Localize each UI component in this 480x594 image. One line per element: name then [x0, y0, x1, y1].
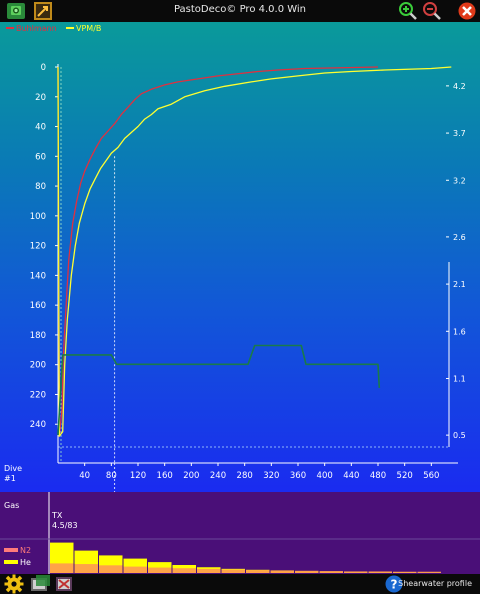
n2-tissue-bar	[319, 571, 343, 573]
legend-label: Buhlmann	[16, 24, 57, 33]
y-tick-label: 220	[30, 390, 46, 400]
x-tick-label: 40	[79, 471, 90, 481]
y-tick-label: 140	[30, 271, 46, 281]
export-icon[interactable]	[33, 1, 53, 21]
dive-number: #1	[4, 474, 16, 483]
y-tick-label: 200	[30, 361, 46, 371]
y2-tick-label: 0.5	[453, 431, 466, 440]
n2-tissue-bar	[344, 571, 368, 573]
gas-panel: N2 He Gas TX 4.5/83	[0, 492, 480, 574]
n2-tissue-bar	[417, 571, 441, 573]
camera-icon[interactable]	[6, 1, 26, 21]
he-legend-label: He	[20, 558, 31, 567]
x-tick-label: 80	[106, 471, 117, 481]
x-tick-label: 560	[423, 471, 439, 481]
n2-tissue-bar	[172, 568, 196, 573]
y-tick-label: 0	[41, 63, 46, 73]
dive-label: Dive	[4, 464, 22, 473]
y-tick-label: 80	[35, 182, 46, 192]
x-tick-label: 400	[317, 471, 333, 481]
y2-tick-label: 3.2	[453, 176, 466, 185]
series-line	[57, 66, 452, 437]
profile-chart-area: Buhlmann VPM/B 0 20 40 60 80 100 120 140 160 180 200…	[0, 22, 480, 492]
gas-mix-value: 4.5/83	[52, 521, 78, 530]
n2-tissue-bar	[221, 569, 245, 573]
dive-profile-chart: Buhlmann VPM/B 0 20 40 60 80 100 120 140 160 180 200…	[4, 24, 466, 492]
n2-tissue-bar	[123, 566, 147, 573]
series-line	[57, 344, 381, 436]
n2-tissue-bar	[246, 570, 270, 573]
y2-tick-label: 3.7	[453, 129, 466, 138]
zoom-in-icon[interactable]	[398, 1, 418, 21]
y-tick-label: 60	[35, 152, 46, 162]
n2-legend-swatch	[4, 548, 18, 552]
y-tick-label: 160	[30, 301, 46, 311]
y-tick-label: 40	[35, 123, 46, 133]
y-tick-label: 240	[30, 420, 46, 430]
settings-gear-icon[interactable]	[4, 574, 24, 594]
y2-tick-label: 1.6	[453, 327, 466, 336]
x-tick-label: 440	[343, 471, 359, 481]
x-tick-label: 240	[210, 471, 226, 481]
y-tick-label: 180	[30, 331, 46, 341]
x-tick-label: 520	[397, 471, 413, 481]
dive-planner-icon[interactable]	[30, 574, 50, 594]
series-line	[57, 66, 379, 437]
title-bar: PastoDeco© Pro 4.0.0 Win	[0, 0, 480, 22]
y-tick-label: 100	[30, 212, 46, 222]
x-tick-label: 160	[157, 471, 173, 481]
n2-tissue-bar	[74, 564, 98, 573]
y-tick-label: 120	[30, 242, 46, 252]
n2-legend-label: N2	[20, 546, 31, 555]
zoom-out-icon[interactable]	[422, 1, 442, 21]
gas-panel-graphics: N2 He	[0, 492, 480, 574]
x-tick-label: 480	[370, 471, 386, 481]
y2-tick-label: 2.6	[453, 233, 466, 242]
bottom-bar: ? Shearwater profile	[0, 574, 480, 594]
n2-tissue-bar	[197, 568, 221, 573]
window-title: PastoDeco© Pro 4.0.0 Win	[173, 4, 307, 15]
x-tick-label: 200	[183, 471, 199, 481]
x-tick-label: 360	[290, 471, 306, 481]
x-tick-label: 280	[237, 471, 253, 481]
close-icon[interactable]	[457, 1, 477, 21]
x-tick-label: 320	[263, 471, 279, 481]
he-legend-swatch	[4, 560, 18, 564]
help-icon[interactable]: ?	[384, 574, 404, 594]
svg-text:?: ?	[391, 578, 398, 592]
n2-tissue-bar	[368, 571, 392, 573]
y2-tick-label: 1.1	[453, 374, 466, 383]
gas-label: Gas	[4, 501, 20, 510]
profile-selector[interactable]: Shearwater profile	[398, 579, 472, 588]
n2-tissue-bar	[99, 565, 123, 573]
x-tick-label: 120	[130, 471, 146, 481]
gas-mix-name: TX	[52, 511, 63, 520]
y2-tick-label: 4.2	[453, 82, 466, 91]
n2-tissue-bar	[148, 567, 172, 573]
n2-tissue-bar	[50, 563, 74, 573]
legend-label: VPM/B	[76, 24, 101, 33]
chart-legend: Buhlmann VPM/B	[6, 24, 101, 33]
log-import-icon[interactable]	[55, 574, 75, 594]
y2-tick-label: 2.1	[453, 280, 466, 289]
n2-tissue-bar	[393, 571, 417, 573]
n2-tissue-bar	[295, 570, 319, 573]
n2-tissue-bar	[270, 570, 294, 573]
y-tick-label: 20	[35, 93, 46, 103]
